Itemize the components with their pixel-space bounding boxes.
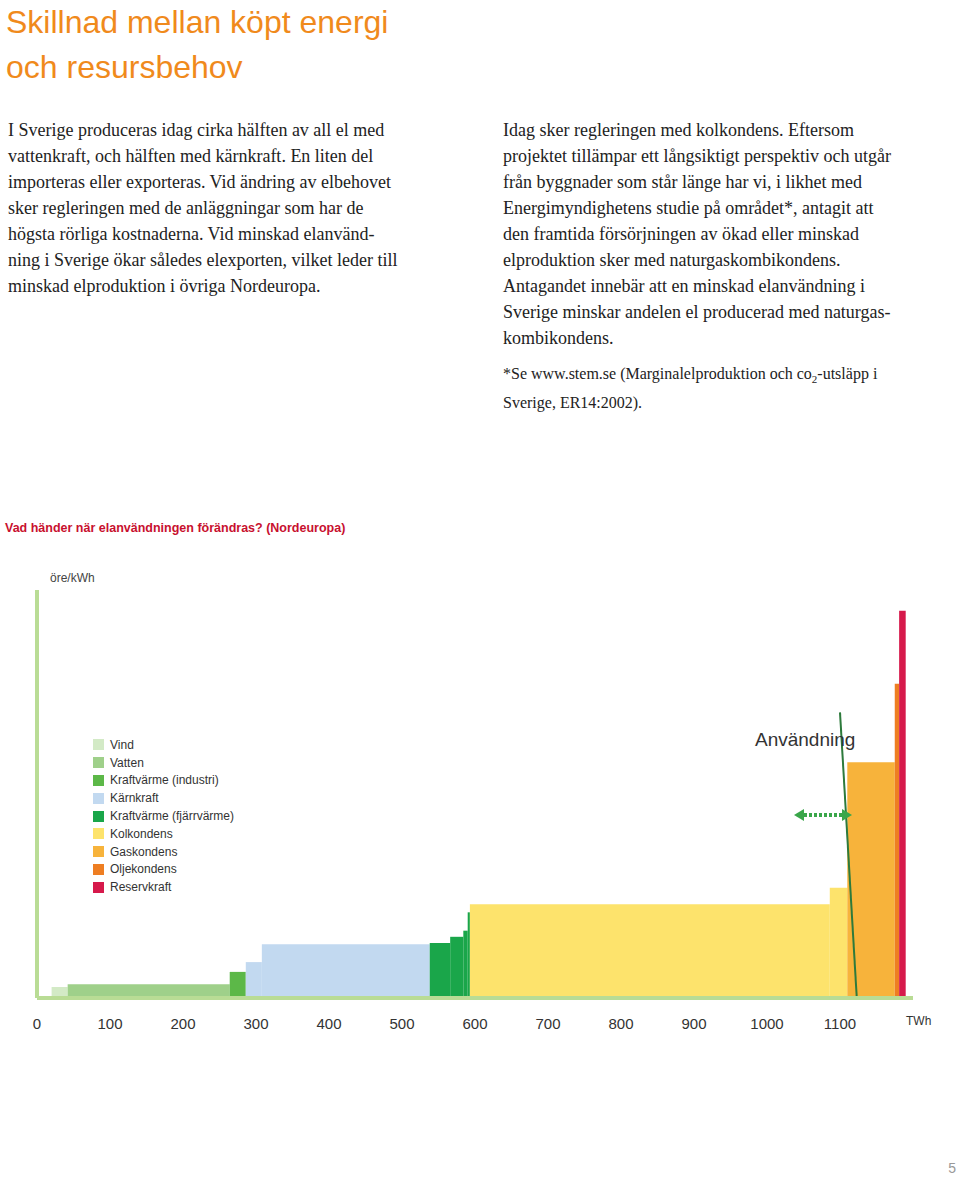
html-text:Oljekondens: Oljekondens <box>110 862 177 877</box>
html-text:I Sverige produceras idag cirk: I Sverige produceras idag cirka hälften … <box>8 120 385 140</box>
svg-text:200: 200 <box>170 1015 195 1032</box>
html-text:TWh: TWh <box>906 1014 932 1028</box>
html-text:importeras eller exporteras. V: importeras eller exporteras. Vid ändring… <box>8 172 391 192</box>
svg-text:0: 0 <box>33 1015 41 1032</box>
html-text:Vad händer när elanvändningen: Vad händer när elanvändningen förändras?… <box>5 521 346 535</box>
html-text:Användning: Användning <box>755 729 856 750</box>
html-text:den framtida försörjningen av: den framtida försörjningen av ökad eller… <box>503 224 859 244</box>
html-text:Idag sker regleringen med kolk: Idag sker regleringen med kolkondens. Ef… <box>503 120 854 140</box>
html-text:från byggnader som står länge: från byggnader som står länge har vi, i … <box>503 172 862 192</box>
svg-text:500: 500 <box>389 1015 414 1032</box>
svg-text:700: 700 <box>535 1015 560 1032</box>
html-text:Skillnad mellan köpt energi: Skillnad mellan köpt energi <box>6 4 389 40</box>
svg-text:100: 100 <box>97 1015 122 1032</box>
html-text:öre/kWh: öre/kWh <box>50 571 95 585</box>
html-text:projektet tillämpar ett långsi: projektet tillämpar ett långsiktigt pers… <box>503 146 891 166</box>
html-text:Kärnkraft: Kärnkraft <box>110 791 159 806</box>
html-text:5: 5 <box>948 1160 956 1176</box>
html-text:Kraftvärme (fjärrvärme): Kraftvärme (fjärrvärme) <box>110 809 234 824</box>
html-text:Sverige minskar andelen el pro: Sverige minskar andelen el producerad me… <box>503 302 891 322</box>
svg-text:1100: 1100 <box>824 1015 856 1032</box>
html-text:högsta rörliga kostnaderna. Vi: högsta rörliga kostnaderna. Vid minskad … <box>8 224 375 244</box>
svg-text:600: 600 <box>462 1015 487 1032</box>
html-text:Energimyndighetens studie på o: Energimyndighetens studie på området*, a… <box>503 198 874 218</box>
html-text:Vatten: Vatten <box>110 755 144 770</box>
html-text:Antagandet innebär att en mins: Antagandet innebär att en minskad elanvä… <box>503 276 865 296</box>
html-text:och resursbehov: och resursbehov <box>6 49 243 85</box>
html-text:Kraftvärme (industri): Kraftvärme (industri) <box>110 773 219 788</box>
html-text:kombikondens.: kombikondens. <box>503 328 614 348</box>
html-text:Kolkondens: Kolkondens <box>110 826 173 841</box>
html-text:Gaskondens: Gaskondens <box>110 844 178 859</box>
html-text:Reservkraft: Reservkraft <box>110 880 172 895</box>
html-text:elproduktion sker med naturgas: elproduktion sker med naturgaskombikonde… <box>503 250 841 270</box>
html-text:Vind: Vind <box>110 737 134 752</box>
html-text:*Se www.stem.se (Marginalelpro: *Se www.stem.se (Marginalelproduktion oc… <box>503 365 878 386</box>
html-text:minskad elproduktion i övriga: minskad elproduktion i övriga Nordeuropa… <box>8 276 321 296</box>
svg-text:300: 300 <box>243 1015 268 1032</box>
svg-text:1000: 1000 <box>750 1015 783 1032</box>
svg-text:400: 400 <box>316 1015 341 1032</box>
svg-text:800: 800 <box>608 1015 633 1032</box>
html-text:Sverige, ER14:2002).: Sverige, ER14:2002). <box>503 394 643 412</box>
html-text:sker regleringen med de anlägg: sker regleringen med de anläggningar som… <box>8 198 364 218</box>
html-text:vattenkraft, och hälften med k: vattenkraft, och hälften med kärnkraft. … <box>8 146 374 166</box>
svg-text:900: 900 <box>681 1015 706 1032</box>
html-text:ning i Sverige ökar således el: ning i Sverige ökar således elexporten, … <box>8 250 398 270</box>
